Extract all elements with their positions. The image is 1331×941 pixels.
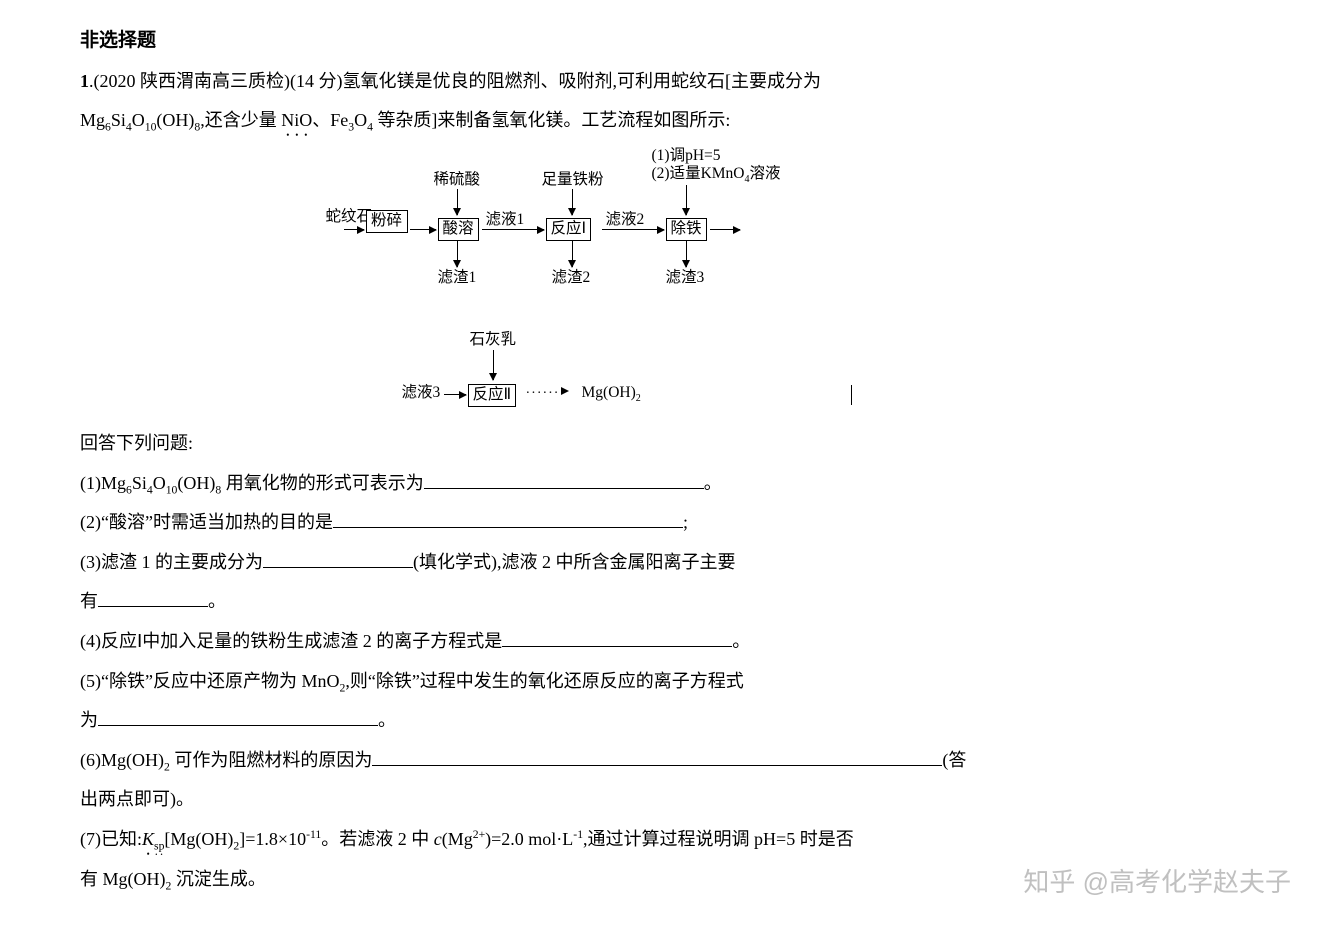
label-zha2: 滤渣2 — [552, 269, 591, 288]
sub-q7a: (7)已知:Ksp[Mg(OH)2]=1.8×10-11。若滤液 2 中 c(M… — [80, 820, 1251, 860]
question-stem-1: 1.(2020 陕西渭南高三质检)(14 分)氢氧化镁是优良的阻燃剂、吸附剂,可… — [80, 62, 1251, 102]
stem-text: 氢氧化镁是优良的阻燃剂、吸附剂,可利用蛇纹石[主要成分为 — [342, 71, 821, 91]
dotted-nio: NiO — [281, 110, 312, 130]
question-number: 1 — [80, 71, 89, 91]
process-diagram: 蛇纹石 粉碎 酸溶 滤液1 反应Ⅰ 滤液2 除铁 稀硫酸 足量铁粉 (1)调pH… — [80, 147, 1251, 422]
sub-q6a: (6)Mg(OH)2 可作为阻燃材料的原因为(答 — [80, 741, 1251, 781]
blank-q3a — [263, 549, 413, 568]
answer-prompt: 回答下列问题: — [80, 424, 1251, 464]
label-zha1: 滤渣1 — [438, 269, 477, 288]
node-suanrong: 酸溶 — [438, 218, 479, 241]
text-cursor — [851, 385, 852, 405]
label-h2so4: 稀硫酸 — [434, 171, 481, 190]
sub-q3a: (3)滤渣 1 的主要成分为(填化学式),滤液 2 中所含金属阳离子主要 — [80, 543, 1251, 583]
blank-q1 — [424, 470, 704, 489]
blank-q2 — [333, 509, 683, 528]
sub-q2: (2)“酸溶”时需适当加热的目的是; — [80, 503, 1251, 543]
sub-q1: (1)Mg6Si4O10(OH)8 用氧化物的形式可表示为。 — [80, 464, 1251, 504]
arrow-dots: ······ — [526, 386, 570, 403]
label-ph: (1)调pH=5 — [652, 147, 721, 166]
blank-q5 — [98, 707, 378, 726]
sub-q7b: 有 Mg(OH)2 沉淀生成。 — [80, 860, 1251, 900]
blank-q4 — [502, 628, 732, 647]
node-shewenshi: 蛇纹石 — [326, 208, 342, 227]
dotted-ksp: Ksp — [142, 829, 164, 849]
node-step1: 反应Ⅰ — [546, 218, 592, 241]
blank-q3b — [98, 588, 208, 607]
section-heading: 非选择题 — [80, 20, 1251, 62]
question-source: (2020 陕西渭南高三质检)(14 分) — [94, 71, 343, 91]
label-kmno4: (2)适量KMnO4溶液 — [652, 165, 781, 186]
label-lvye1: 滤液1 — [486, 211, 525, 230]
blank-q6 — [372, 747, 942, 766]
label-lvye3: 滤液3 — [402, 384, 441, 403]
sub-q5a: (5)“除铁”反应中还原产物为 MnO2,则“除铁”过程中发生的氧化还原反应的离… — [80, 662, 1251, 702]
question-stem-2: Mg6Si4O10(OH)8,还含少量 NiO、Fe3O4 等杂质]来制备氢氧化… — [80, 101, 1251, 141]
sub-q6b: 出两点即可)。 — [80, 780, 1251, 820]
label-lvye2: 滤液2 — [606, 211, 645, 230]
label-mgoh2: Mg(OH)2 — [582, 384, 641, 405]
node-chutie: 除铁 — [666, 218, 707, 241]
label-tiefen: 足量铁粉 — [542, 171, 604, 190]
label-zha3: 滤渣3 — [666, 269, 705, 288]
sub-q4: (4)反应Ⅰ中加入足量的铁粉生成滤渣 2 的离子方程式是。 — [80, 622, 1251, 662]
node-fensui: 粉碎 — [366, 210, 408, 233]
sub-q3b: 有。 — [80, 582, 1251, 622]
label-shihui: 石灰乳 — [470, 331, 517, 350]
node-step2: 反应Ⅱ — [468, 384, 517, 407]
sub-q5b: 为。 — [80, 701, 1251, 741]
